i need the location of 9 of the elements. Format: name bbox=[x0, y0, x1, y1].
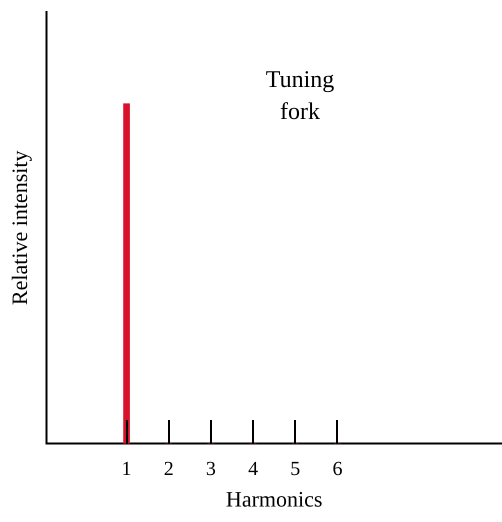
annotation: Tuning fork bbox=[264, 66, 336, 127]
x-tick-label: 3 bbox=[206, 458, 216, 480]
x-tick-label: 5 bbox=[290, 458, 300, 480]
x-tick-label: 4 bbox=[248, 458, 258, 480]
x-tick-label: 6 bbox=[332, 458, 342, 480]
x-tick-label: 1 bbox=[122, 458, 132, 480]
x-tick-label: 2 bbox=[164, 458, 174, 480]
x-axis-title: Harmonics bbox=[226, 486, 322, 512]
y-axis-title: Relative intensity bbox=[6, 150, 32, 306]
